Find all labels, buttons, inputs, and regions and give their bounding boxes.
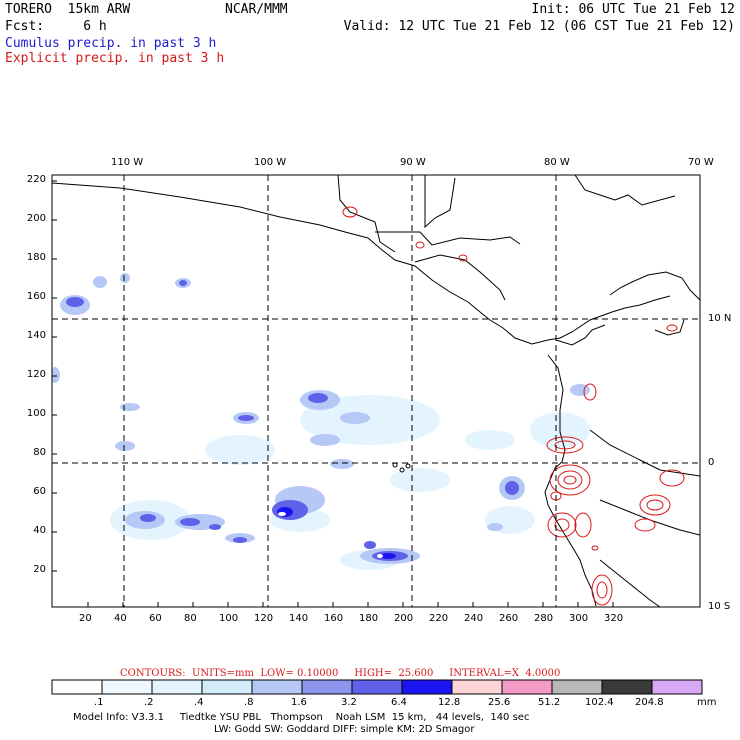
x-tick-label: 200 [394, 613, 414, 624]
colorbar-swatch [501, 679, 553, 695]
colorbar-swatch [351, 679, 403, 695]
lon-label-80w: 80 W [544, 157, 570, 168]
y-tick-label: 180 [26, 252, 46, 263]
y-tick-label: 160 [26, 291, 46, 302]
colorbar-label: 25.6 [488, 697, 511, 708]
y-tick-label: 200 [26, 213, 46, 224]
y-tick-label: 60 [33, 486, 46, 497]
colorbar-label: 204.8 [635, 697, 664, 708]
y-tick-marks [52, 180, 57, 572]
lon-label-100w: 100 W [254, 157, 287, 168]
x-tick-label: 320 [604, 613, 624, 624]
x-tick-label: 20 [79, 613, 92, 624]
y-tick-label: 120 [26, 369, 46, 380]
y-tick-label: 100 [26, 408, 46, 419]
colorbar-swatch [201, 679, 253, 695]
colorbar-swatch [301, 679, 353, 695]
model-info-line1: Model Info: V3.3.1 Tiedtke YSU PBL Thomp… [73, 712, 530, 723]
colorbar-swatch [601, 679, 653, 695]
x-tick-label: 240 [464, 613, 484, 624]
x-tick-label: 40 [114, 613, 127, 624]
precip-shading [52, 175, 700, 607]
model-info-line2: LW: Godd SW: Goddard DIFF: simple KM: 2D… [214, 724, 475, 735]
y-tick-label: 140 [26, 330, 46, 341]
colorbar-unit: mm [697, 697, 717, 708]
colorbar-swatch [551, 679, 603, 695]
colorbar-swatch [151, 679, 203, 695]
y-tick-label: 20 [33, 564, 46, 575]
lat-label-10n: 10 N [708, 313, 732, 324]
y-tick-label: 220 [26, 174, 46, 185]
lat-label-10s: 10 S [708, 601, 731, 612]
colorbar-label: 3.2 [341, 697, 357, 708]
forecast-hour: Fcst: 6 h [5, 19, 107, 34]
valid-time: Valid: 12 UTC Tue 21 Feb 12 (06 CST Tue … [343, 19, 735, 34]
colorbar-label: .1 [94, 697, 104, 708]
field-label-cumulus: Cumulus precip. in past 3 h [5, 36, 217, 51]
colorbar-label: 51.2 [538, 697, 561, 708]
model-name: TORERO 15km ARW [5, 2, 131, 17]
colorbar-label: 6.4 [391, 697, 407, 708]
lat-label-0: 0 [708, 457, 715, 468]
colorbar-label: 102.4 [585, 697, 614, 708]
graticule [52, 175, 700, 607]
colorbar-swatch [401, 679, 453, 695]
x-tick-label: 280 [534, 613, 554, 624]
x-tick-label: 80 [184, 613, 197, 624]
colorbar-label: 12.8 [438, 697, 461, 708]
y-tick-label: 80 [33, 447, 46, 458]
y-tick-label: 40 [33, 525, 46, 536]
lon-label-90w: 90 W [400, 157, 426, 168]
lon-label-70w: 70 W [688, 157, 714, 168]
x-tick-label: 260 [499, 613, 519, 624]
colorbar-swatch [101, 679, 153, 695]
x-tick-label: 120 [254, 613, 274, 624]
colorbar-swatch [51, 679, 103, 695]
colorbar-swatch [451, 679, 503, 695]
organization: NCAR/MMM [225, 2, 288, 17]
colorbar-label: .8 [244, 697, 254, 708]
x-tick-marks [87, 602, 614, 607]
x-tick-label: 100 [219, 613, 239, 624]
contour-info: CONTOURS: UNITS=mm LOW= 0.10000 HIGH= 25… [120, 668, 561, 679]
colorbar-swatch [251, 679, 303, 695]
map-frame [51, 174, 701, 608]
x-tick-label: 220 [429, 613, 449, 624]
x-tick-label: 180 [359, 613, 379, 624]
colorbar-label: .2 [144, 697, 154, 708]
x-tick-label: 300 [569, 613, 589, 624]
x-tick-label: 60 [149, 613, 162, 624]
field-label-explicit: Explicit precip. in past 3 h [5, 51, 225, 66]
colorbar-label: 1.6 [291, 697, 307, 708]
lon-label-110w: 110 W [111, 157, 144, 168]
explicit-precip-contours [342, 206, 685, 606]
init-time: Init: 06 UTC Tue 21 Feb 12 [531, 2, 736, 17]
x-tick-label: 160 [324, 613, 344, 624]
colorbar-swatch [651, 679, 703, 695]
x-tick-label: 140 [289, 613, 309, 624]
colorbar-label: .4 [194, 697, 204, 708]
